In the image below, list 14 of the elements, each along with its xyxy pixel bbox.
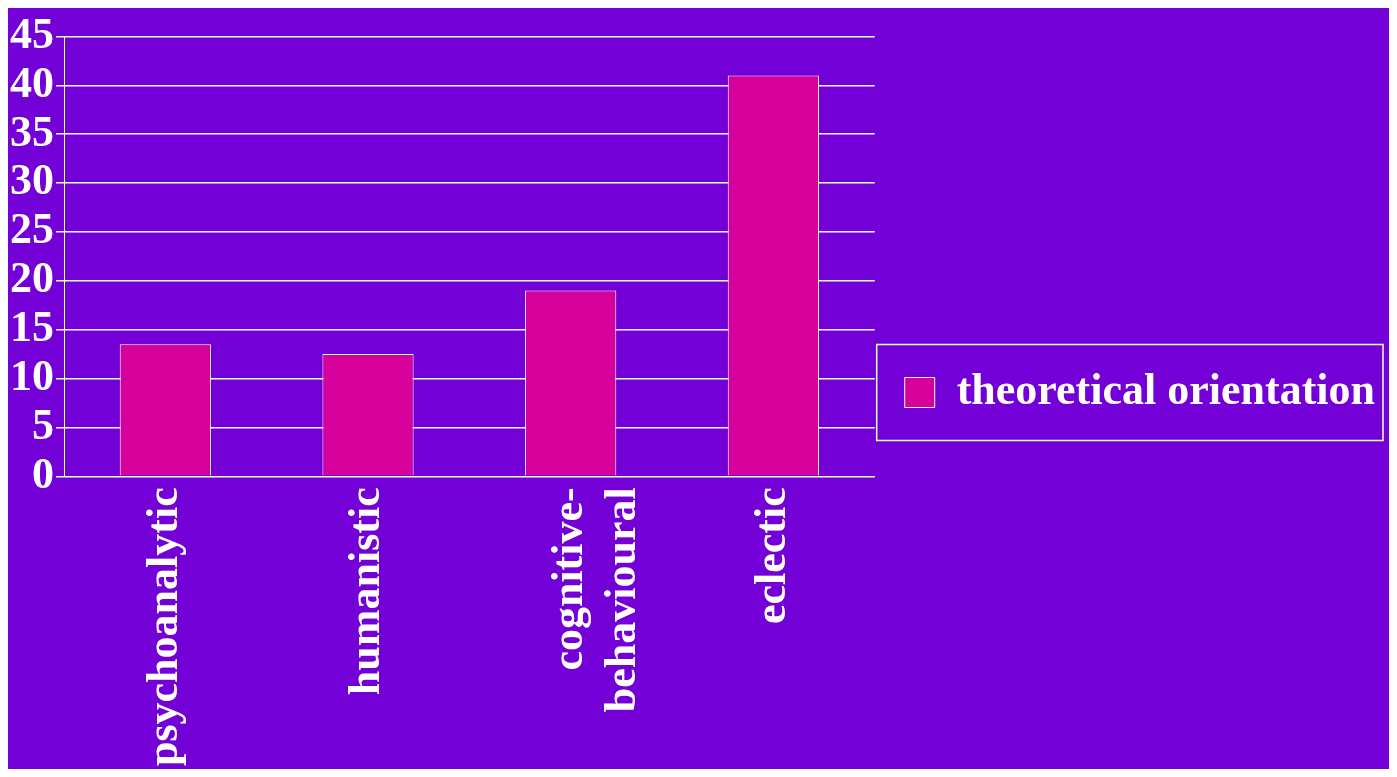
y-tick-label: 20 — [10, 253, 54, 303]
y-tick-label: 30 — [10, 155, 54, 205]
y-tick-label: 0 — [32, 448, 54, 498]
x-tick-label: eclectic — [745, 487, 795, 625]
x-tick-label: humanistic — [340, 487, 390, 696]
y-tick-label: 5 — [32, 399, 54, 449]
legend-label: theoretical orientation — [956, 364, 1376, 414]
y-tick-label: 15 — [10, 302, 54, 352]
y-tick-label: 40 — [10, 57, 54, 107]
x-tick-label: psychoanalytic — [137, 487, 187, 767]
y-tick-label: 45 — [10, 8, 54, 58]
y-tick-label: 25 — [10, 204, 54, 254]
y-tick-label: 35 — [10, 106, 54, 156]
y-tick-label: 10 — [10, 350, 54, 400]
